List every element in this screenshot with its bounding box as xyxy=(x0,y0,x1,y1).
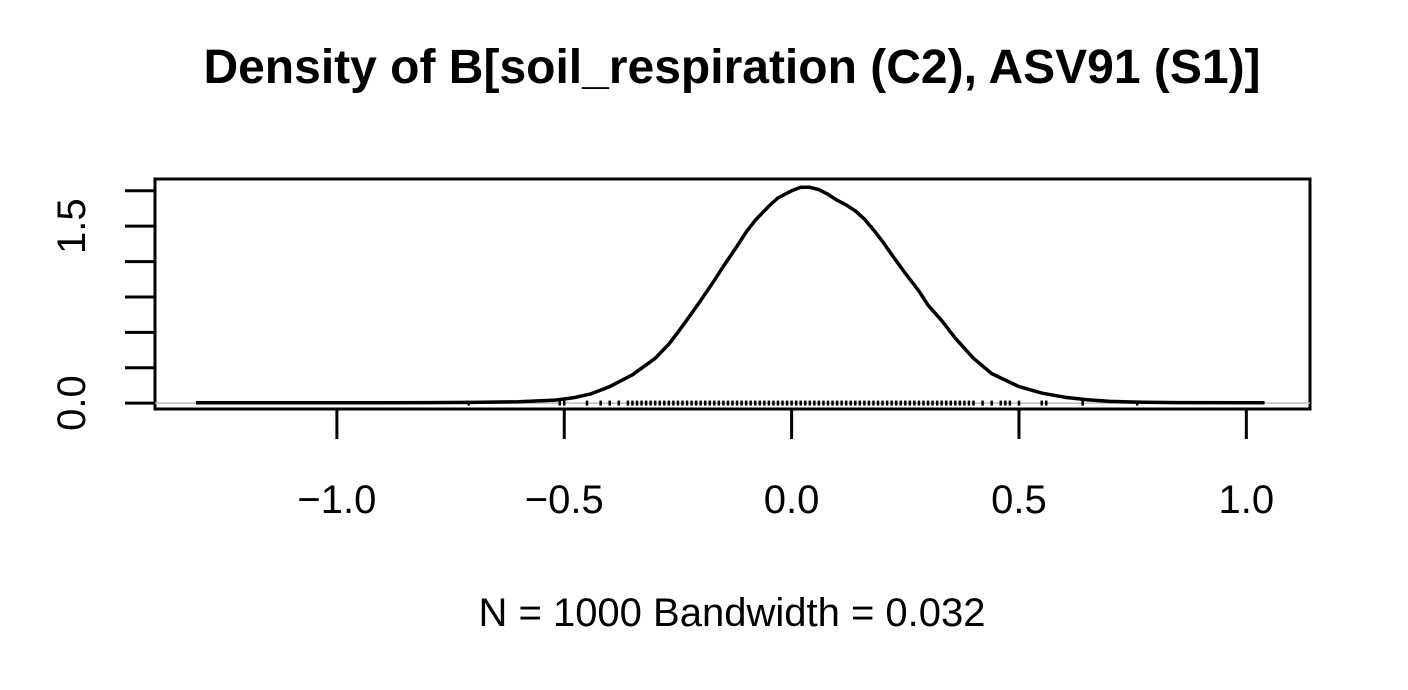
x-tick-label: −0.5 xyxy=(525,478,604,522)
x-tick-label: 1.0 xyxy=(1219,478,1275,522)
chart-title: Density of B[soil_respiration (C2), ASV9… xyxy=(203,41,1260,94)
y-tick-label: 0.0 xyxy=(50,375,94,431)
x-axis: −1.0 −0.5 0.0 0.5 1.0 xyxy=(297,409,1274,522)
y-tick-label: 1.5 xyxy=(50,198,94,254)
x-tick-label: 0.0 xyxy=(764,478,820,522)
plot-frame xyxy=(153,177,1312,411)
x-tick-label: 0.5 xyxy=(991,478,1047,522)
x-tick-label: −1.0 xyxy=(297,478,376,522)
y-axis: 0.0 1.5 xyxy=(50,189,155,431)
density-curve xyxy=(195,185,1265,405)
rug-marks xyxy=(467,400,1139,406)
x-axis-label: N = 1000 Bandwidth = 0.032 xyxy=(478,591,985,635)
